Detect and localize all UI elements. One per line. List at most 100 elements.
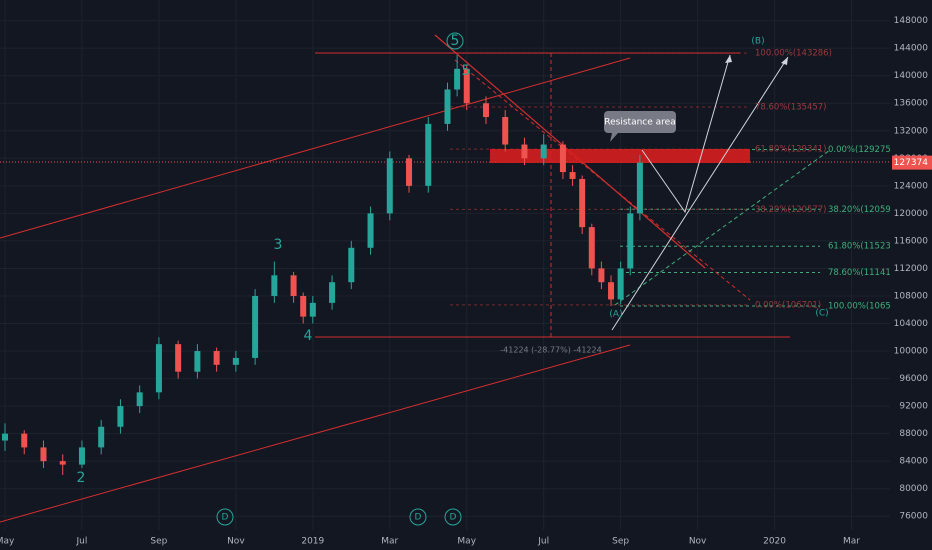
candle-body <box>252 295 259 358</box>
y-tick-label: 92000 <box>899 402 928 412</box>
candle-body <box>617 268 624 300</box>
wave-label: 2 <box>77 470 86 486</box>
y-tick-label: 100000 <box>894 347 929 357</box>
x-tick-label: Sep <box>150 537 167 547</box>
y-tick-label: 112000 <box>894 264 929 274</box>
y-tick-label: 96000 <box>899 374 928 384</box>
candle-body <box>136 392 143 407</box>
callout-tail <box>610 133 618 142</box>
y-tick-label: 140000 <box>894 71 929 81</box>
y-tick-label: 120000 <box>894 209 929 219</box>
fib-label: 100.00%(106550) <box>828 301 905 311</box>
wave-label: (B) <box>751 37 764 47</box>
y-tick-label: 80000 <box>899 484 928 494</box>
event-marker <box>444 508 462 526</box>
fib-label: 61.80%(129341) <box>755 145 827 155</box>
y-tick-label: 88000 <box>899 429 928 439</box>
candle-body <box>559 144 566 173</box>
x-tick-label: 2020 <box>763 537 786 547</box>
candle-body <box>608 282 615 300</box>
candle-body <box>627 213 634 269</box>
y-tick-label: 116000 <box>894 236 929 246</box>
candle-body <box>521 144 528 159</box>
candle-body <box>579 178 586 228</box>
channel-lower <box>0 344 631 523</box>
price-axis-labels: 76000 80000 84000 88000 92000 96000 100000 1040… <box>892 16 932 522</box>
trend-dashed <box>454 59 751 301</box>
candle-body <box>588 227 595 269</box>
candle-body <box>59 461 66 465</box>
candle-body <box>329 282 336 303</box>
arrow-head <box>725 55 732 63</box>
candle-body <box>40 447 47 462</box>
candle-body <box>598 268 605 283</box>
fib-label: 78.60%(135457) <box>755 102 827 112</box>
event-label: D <box>222 513 229 523</box>
measure-label: -41224 (-28.77%) -41224 <box>500 346 601 355</box>
arrow-head <box>781 57 788 65</box>
y-tick-label: 144000 <box>894 44 929 54</box>
wave-label: 5 <box>462 63 471 79</box>
candle-body <box>175 344 182 372</box>
x-tick-label: Mar <box>843 537 860 547</box>
drawings <box>446 32 789 331</box>
candle-body <box>309 302 316 317</box>
candle-body <box>2 433 9 441</box>
callout-box <box>604 111 676 133</box>
fib-diagonal <box>614 149 831 306</box>
candle-body <box>482 103 489 118</box>
candle-body <box>194 351 201 372</box>
wave-label: (C) <box>815 309 828 319</box>
candle-body <box>502 117 509 145</box>
event-label: D <box>415 513 422 523</box>
event-marker <box>216 508 234 526</box>
candle-body <box>213 351 220 365</box>
x-tick-label: Jul <box>76 537 88 547</box>
fib-label: 38.20%(120577) <box>755 205 827 215</box>
price-axis <box>890 0 932 550</box>
callout-text: Resistance area <box>604 118 675 128</box>
candle-body <box>348 247 355 283</box>
event-marker <box>409 508 427 526</box>
fib-label: 0.00%(106701) <box>755 300 821 310</box>
candle-body <box>454 68 461 90</box>
x-tick-label: May <box>457 537 476 547</box>
fib-label: 38.20%(120594) <box>828 205 900 215</box>
channel-upper <box>0 57 631 239</box>
wave-circle <box>446 32 464 50</box>
fib-label: 61.80%(115231) <box>828 242 900 252</box>
candle-body <box>444 89 451 124</box>
candle-body <box>155 344 162 393</box>
last-price-label: 127374 <box>894 158 929 168</box>
y-tick-label: 148000 <box>894 16 929 26</box>
resistance-zone <box>490 149 750 163</box>
y-tick-label: 104000 <box>894 319 929 329</box>
wave-label: 4 <box>304 328 313 344</box>
last-price-badge <box>892 155 932 170</box>
x-tick-label: Nov <box>227 537 245 547</box>
y-tick-label: 84000 <box>899 457 928 467</box>
fib-label: 78.60%(111413) <box>828 268 900 278</box>
wave-label: 3 <box>274 237 283 253</box>
x-tick-label: May <box>0 537 15 547</box>
candle-body <box>386 158 393 214</box>
candle-body <box>406 158 413 186</box>
x-tick-label: Nov <box>689 537 707 547</box>
candle-body <box>271 275 278 296</box>
candle-body <box>425 123 432 186</box>
x-tick-label: Jul <box>537 537 549 547</box>
candle-body <box>636 162 643 214</box>
x-tick-label: 2019 <box>301 537 324 547</box>
y-tick-label: 136000 <box>894 99 929 109</box>
candle-body <box>290 275 297 296</box>
fib-label: 0.00%(129275) <box>828 145 894 155</box>
wave-label: (A) <box>609 310 622 320</box>
event-label: D <box>450 513 457 523</box>
candle-body <box>367 213 374 248</box>
candle-body <box>569 172 576 179</box>
wave-label: 5 <box>451 33 460 49</box>
x-tick-label: Mar <box>381 537 398 547</box>
candle-body <box>117 406 124 427</box>
candle-body <box>21 433 28 448</box>
